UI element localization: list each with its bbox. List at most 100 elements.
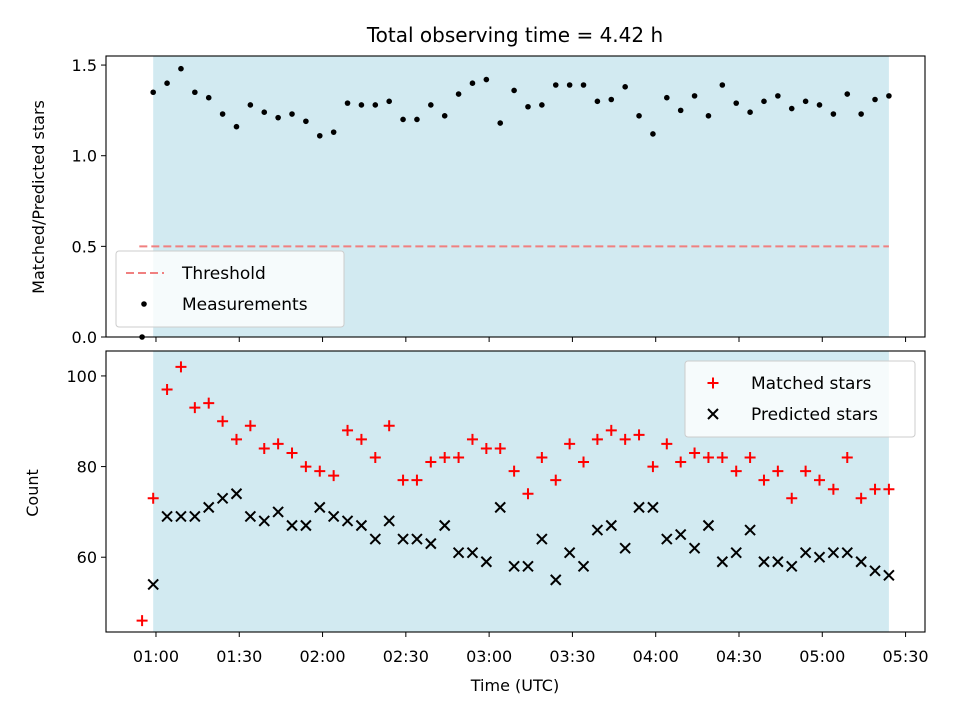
legend-box: [115, 250, 345, 328]
predicted-stars-point: [203, 501, 215, 514]
predicted-stars-point: [563, 546, 576, 559]
legend: Matched stars Predicted stars: [684, 360, 916, 438]
matched-stars-point: [522, 488, 534, 500]
chart-title: Total observing time = 4.42 h: [366, 23, 663, 47]
measurement-point: [289, 111, 295, 117]
predicted-stars-point: [438, 519, 451, 532]
matched-stars-point: [744, 452, 756, 464]
matched-stars-point: [217, 415, 229, 427]
measurement-point: [303, 118, 309, 125]
predicted-stars-point: [786, 560, 798, 572]
matched-stars-point: [841, 452, 853, 464]
measurement-point: [552, 82, 559, 88]
matched-stars-point: [772, 465, 784, 477]
measurement-point: [469, 80, 476, 86]
measurement-point: [594, 98, 601, 105]
predicted-stars-point: [730, 546, 742, 559]
matched-stars-point: [258, 442, 270, 454]
matched-stars-point: [494, 442, 506, 454]
measurement-point: [400, 116, 406, 123]
predicted-stars-point: [189, 510, 201, 523]
legend-label: Matched stars: [751, 374, 871, 394]
predicted-stars-point: [369, 533, 382, 545]
measurement-point: [525, 103, 531, 110]
y-tick-label: 1.0: [72, 147, 97, 166]
predicted-stars-point: [827, 546, 840, 559]
matched-stars-point: [675, 456, 687, 468]
matched-stars-point: [466, 433, 478, 445]
measurement-point: [691, 93, 698, 99]
measurement-point: [802, 98, 809, 105]
predicted-stars-point: [258, 515, 270, 527]
predicted-stars-point: [161, 510, 173, 523]
matched-stars-point: [314, 465, 326, 477]
measurement-point: [705, 113, 712, 119]
matched-stars-point: [716, 452, 728, 464]
predicted-stars-point: [452, 546, 465, 559]
matched-stars-point: [453, 452, 465, 464]
matched-stars-point: [869, 483, 881, 495]
measurement-point: [886, 93, 892, 99]
matched-stars-point: [800, 465, 812, 477]
matched-stars-point: [175, 361, 187, 373]
matched-stars-point: [730, 465, 742, 477]
predicted-stars-point: [355, 519, 368, 532]
y-tick-label: 0.0: [72, 328, 97, 347]
y-tick-label: 0.5: [72, 237, 97, 256]
x-axis-label: Time (UTC): [470, 676, 559, 695]
measurement-point: [650, 131, 656, 137]
measurement-point: [511, 87, 517, 94]
predicted-stars-point: [744, 524, 756, 536]
predicted-stars-point: [591, 524, 604, 536]
predicted-stars-point: [300, 519, 312, 532]
predicted-stars-point: [522, 560, 534, 572]
matched-stars-point: [786, 492, 798, 504]
measurement-point: [622, 84, 628, 90]
predicted-stars-point: [883, 569, 895, 582]
counts-panel: Count Time (UTC) 60 80 100 01:00 01:30 02:00 0…: [23, 350, 929, 695]
matched-stars-point: [189, 402, 201, 414]
measurement-point: [455, 91, 462, 97]
measurement-point: [150, 89, 156, 96]
measurement-point: [733, 100, 740, 106]
matched-stars-point: [814, 474, 826, 486]
matched-stars-point: [411, 474, 423, 486]
predicted-stars-point: [397, 533, 409, 545]
predicted-stars-point: [314, 501, 326, 514]
top-y-axis-label: Matched/Predicted stars: [29, 100, 48, 294]
x-tick-label: 02:00: [299, 647, 345, 666]
measurement-point: [414, 116, 420, 123]
legend: Threshold Measurements: [115, 250, 345, 328]
predicted-stars-point: [230, 488, 243, 500]
matched-stars-point: [147, 492, 159, 504]
measurement-point: [816, 102, 823, 108]
x-tick-label: 04:00: [633, 647, 679, 666]
measurement-point: [178, 65, 184, 72]
matched-stars-point: [369, 452, 381, 464]
measurement-point: [747, 109, 753, 115]
legend-label: Measurements: [182, 295, 308, 315]
predicted-stars-point: [480, 556, 493, 568]
y-tick-label: 1.5: [72, 56, 97, 75]
measurement-point: [275, 114, 281, 121]
predicted-stars-point: [772, 556, 784, 568]
matched-stars-point: [136, 615, 148, 627]
measurement-point: [219, 111, 226, 117]
predicted-stars-point: [341, 515, 354, 527]
measurement-point: [428, 102, 434, 108]
predicted-stars-point: [633, 501, 645, 514]
measurement-point: [233, 123, 240, 130]
measurement-point: [608, 96, 615, 103]
x-tick-label: 05:30: [883, 647, 929, 666]
matched-stars-point: [550, 474, 562, 486]
measurement-point: [483, 76, 490, 83]
predicted-stars-point: [216, 492, 229, 505]
matched-stars-point: [827, 483, 839, 495]
measurement-point: [205, 94, 212, 101]
matched-stars-point: [425, 456, 437, 468]
matched-stars-point: [578, 456, 590, 468]
predicted-stars-point: [536, 533, 548, 545]
measurements-panel: Total observing time = 4.42 h Matched/Pr…: [29, 23, 926, 347]
x-tick-label: 03:30: [549, 647, 595, 666]
measurement-point: [358, 102, 365, 108]
